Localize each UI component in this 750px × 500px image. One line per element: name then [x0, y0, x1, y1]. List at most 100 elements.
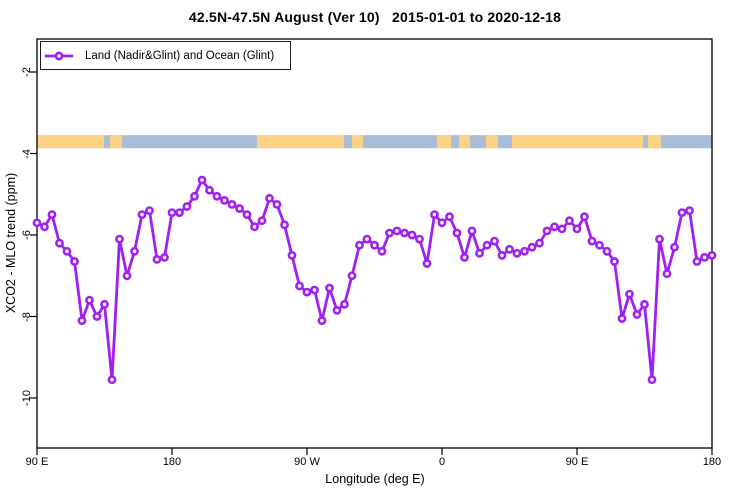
data-point-marker [107, 375, 117, 385]
data-point-marker [317, 316, 327, 325]
y-tick-label: -8 [21, 311, 33, 322]
data-point-marker [242, 210, 252, 219]
data-point-marker [385, 228, 394, 238]
data-line [35, 178, 714, 382]
data-point-marker [175, 208, 184, 217]
data-point-marker [257, 216, 267, 226]
data-point-marker [647, 375, 657, 385]
data-point-marker [280, 220, 289, 230]
map-strip-land [437, 135, 451, 149]
data-point-marker [92, 312, 102, 321]
map-strip-land [458, 135, 471, 149]
data-point-marker [595, 240, 604, 250]
legend-label: Land (Nadir&Glint) and Ocean (Glint) [85, 49, 275, 62]
data-point-marker [115, 234, 124, 244]
data-point-marker [640, 299, 649, 309]
data-point-marker [362, 234, 372, 244]
data-point-marker [550, 222, 559, 232]
data-point-marker [685, 206, 694, 215]
data-point-marker [235, 204, 244, 213]
data-point-marker [190, 191, 199, 201]
data-point-marker [625, 289, 634, 299]
y-tick-label: -2 [21, 67, 33, 77]
x-tick-label: 0 [438, 456, 446, 468]
x-tick-label: 90 E [565, 456, 589, 468]
data-point-marker [700, 252, 709, 262]
data-point-marker [122, 271, 132, 281]
data-point-marker [100, 299, 109, 309]
data-point-marker [332, 305, 342, 315]
map-strip-land [110, 135, 123, 149]
data-point-marker [655, 234, 664, 244]
data-point-marker [482, 240, 492, 250]
data-point-marker [62, 246, 72, 256]
data-point-marker [497, 250, 507, 260]
data-point-marker [250, 222, 259, 232]
data-point-marker [145, 206, 154, 215]
data-point-marker [167, 208, 177, 217]
y-tick-label: -4 [21, 148, 33, 159]
x-tick-label: 180 [162, 456, 182, 468]
data-point-marker [137, 210, 147, 219]
data-point-marker [437, 218, 447, 228]
plot-box [36, 38, 713, 449]
data-point-marker [557, 224, 567, 234]
x-tick-label: 90 W [294, 456, 320, 468]
data-point-marker [55, 238, 64, 248]
data-point-marker [527, 242, 537, 252]
data-point-marker [40, 222, 49, 232]
data-point-marker [287, 250, 297, 260]
data-point-marker [130, 246, 139, 256]
data-point-marker [355, 240, 364, 250]
data-point-marker [47, 210, 57, 219]
data-point-marker [272, 199, 282, 209]
data-point-marker [220, 195, 229, 205]
data-point-marker [460, 252, 469, 262]
x-axis-label: Longitude (deg E) [325, 472, 425, 486]
data-point-marker [400, 228, 409, 238]
map-strip-land [37, 135, 105, 149]
x-tick-label: 180 [702, 456, 722, 468]
data-point-marker [340, 299, 349, 309]
data-point-marker [32, 218, 42, 228]
data-point-marker [617, 314, 627, 323]
data-point-marker [430, 210, 439, 219]
data-point-marker [70, 257, 79, 266]
data-point-marker [677, 208, 687, 217]
data-point-marker [580, 212, 589, 222]
data-point-marker [512, 248, 522, 258]
data-point-marker [392, 226, 402, 236]
data-point-marker [415, 234, 424, 244]
data-point-marker [520, 246, 529, 256]
data-point-marker [377, 246, 387, 256]
data-point-marker [370, 240, 379, 250]
map-strip-land [512, 135, 643, 149]
data-point-marker [310, 285, 319, 295]
data-point-marker [407, 230, 417, 240]
map-strip-land [647, 135, 661, 149]
map-strip-land [257, 135, 345, 149]
data-point-marker [542, 226, 552, 236]
data-point-marker [295, 281, 304, 291]
data-point-marker [692, 257, 702, 266]
legend-marker-icon [45, 51, 73, 60]
data-point-marker [227, 199, 237, 209]
x-tick-label: 90 E [25, 456, 49, 468]
data-point-marker [302, 287, 312, 297]
data-point-marker [197, 175, 207, 185]
legend-box: Land (Nadir&Glint) and Ocean (Glint) [40, 41, 291, 70]
map-strip-land [485, 135, 498, 149]
data-point-marker [670, 242, 679, 252]
data-point-marker [632, 310, 642, 319]
page-title: 42.5N-47.5N August (Ver 10) 2015-01-01 t… [188, 9, 562, 25]
y-tick-label: -6 [21, 230, 33, 240]
data-point-marker [77, 316, 87, 325]
data-point-marker [182, 202, 192, 211]
data-point-marker [587, 236, 597, 246]
data-point-marker [422, 259, 432, 268]
data-point-marker [265, 193, 274, 203]
data-point-marker [85, 295, 94, 305]
data-point-marker [347, 271, 357, 281]
